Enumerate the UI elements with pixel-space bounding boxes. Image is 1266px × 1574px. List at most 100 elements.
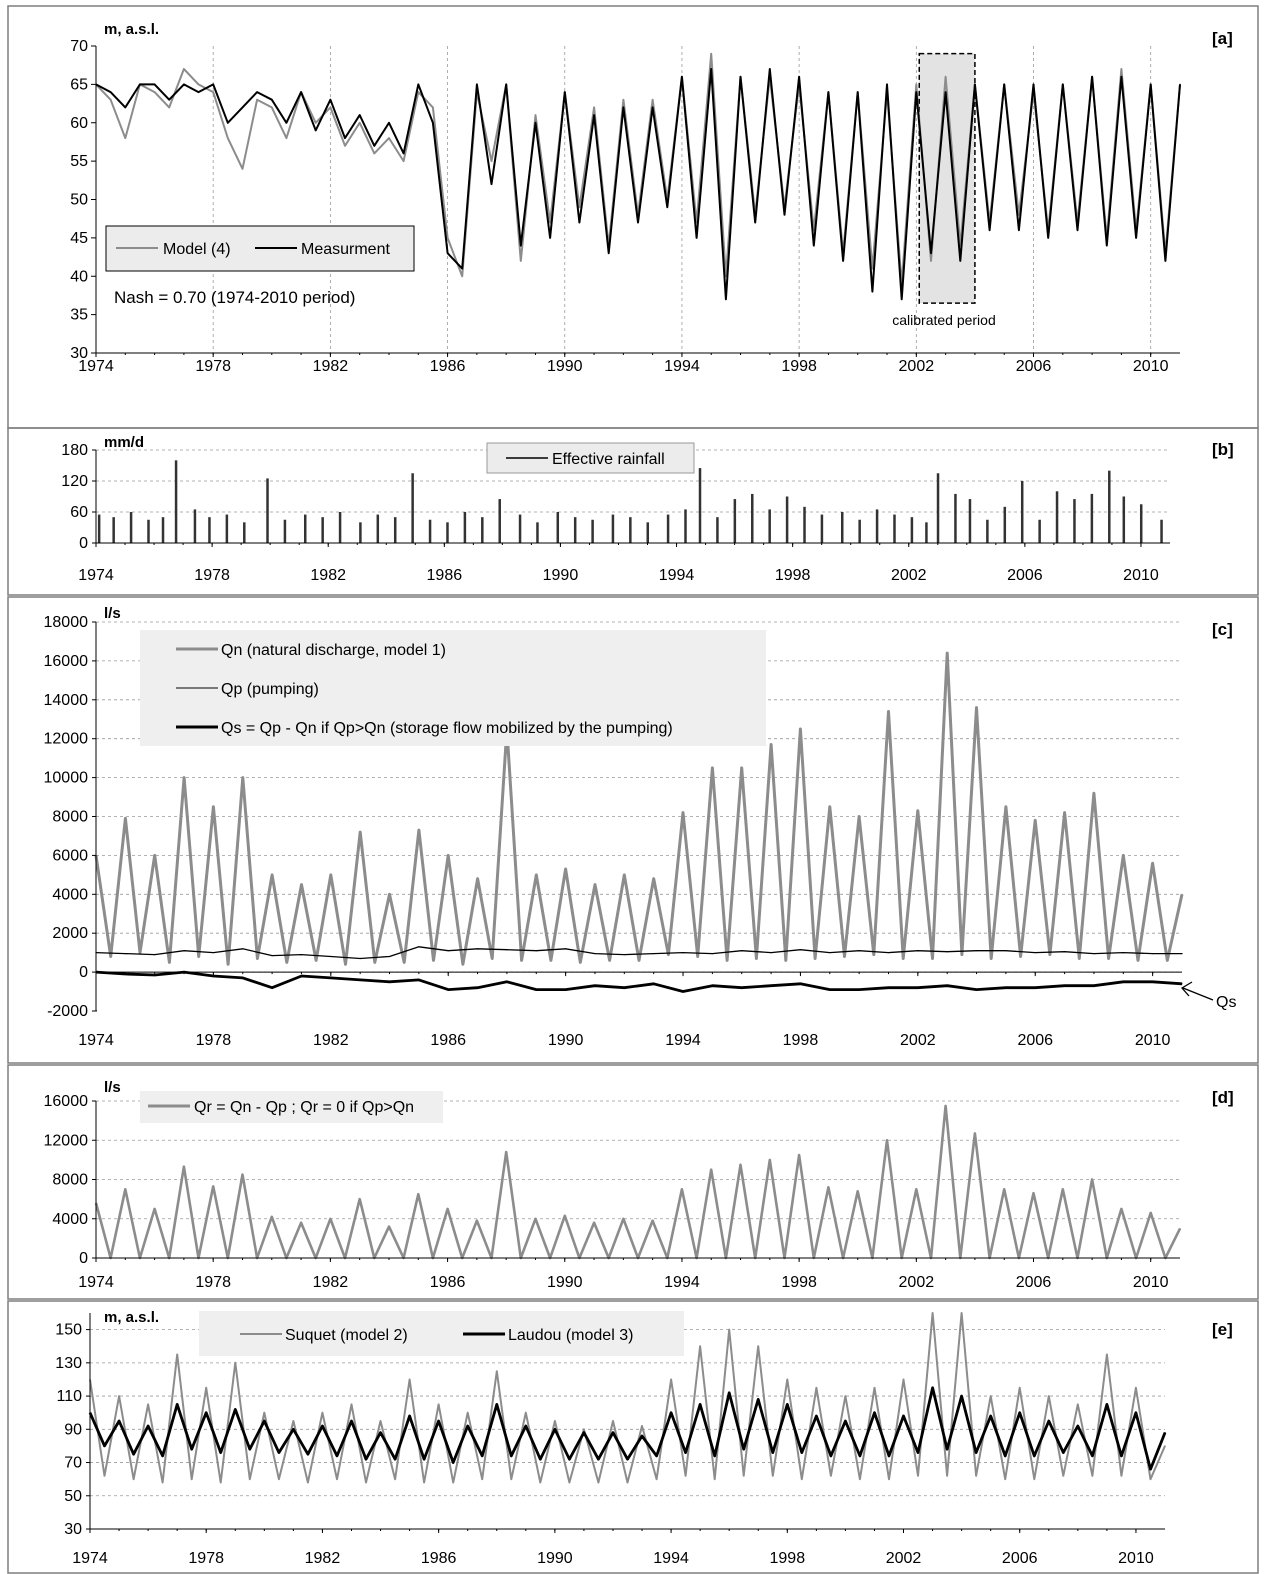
- data-point: [827, 91, 830, 93]
- data-point: [477, 948, 479, 950]
- data-point: [597, 1458, 600, 1460]
- x-tick-label: 2010: [1118, 1550, 1154, 1567]
- x-tick-label: 1974: [78, 1274, 114, 1291]
- data-point: [227, 122, 229, 124]
- data-point: [256, 99, 258, 101]
- bar-mark: [968, 499, 972, 543]
- y-tick-label: 60: [70, 504, 88, 521]
- data-point: [359, 114, 361, 116]
- data-point: [1108, 957, 1110, 960]
- data-point: [212, 806, 214, 808]
- bar-mark: [193, 509, 197, 543]
- data-point: [212, 1185, 214, 1187]
- data-point: [510, 1478, 512, 1480]
- data-point: [714, 1478, 716, 1480]
- x-tick-label: 1998: [775, 567, 811, 584]
- data-point: [682, 990, 684, 993]
- series-line-1: [94, 1104, 1182, 1260]
- data-point: [198, 955, 200, 958]
- data-point: [373, 152, 375, 154]
- data-point: [227, 963, 229, 965]
- data-point: [638, 959, 640, 962]
- data-point: [637, 221, 639, 224]
- data-point: [403, 961, 405, 964]
- x-tick-label: 1990: [548, 1032, 584, 1049]
- data-point: [344, 963, 347, 965]
- data-point: [593, 106, 595, 108]
- data-point: [974, 1132, 976, 1134]
- bar-mark: [840, 512, 844, 543]
- data-point: [271, 874, 273, 876]
- data-point: [300, 884, 303, 886]
- y-tick-label: 110: [56, 1388, 82, 1405]
- data-point: [124, 137, 126, 139]
- data-point: [714, 1455, 716, 1457]
- data-point: [711, 767, 714, 769]
- bar-mark: [684, 509, 687, 543]
- data-point: [1064, 812, 1066, 814]
- data-point: [379, 1420, 382, 1422]
- data-point: [292, 1420, 294, 1422]
- data-point: [350, 1403, 353, 1405]
- y-tick-label: 90: [64, 1421, 82, 1438]
- data-point: [147, 1403, 149, 1405]
- panel-a: 30 35 40 45 50 55 60 65 70 1974 1978 1982 1986 1990 19…: [7, 5, 1259, 429]
- data-point: [549, 221, 551, 224]
- data-point: [770, 743, 772, 746]
- data-point: [388, 981, 391, 983]
- data-point: [741, 987, 743, 989]
- data-point: [1019, 1412, 1021, 1414]
- data-point: [315, 129, 317, 131]
- data-point: [162, 1455, 164, 1457]
- x-tick-label: 1986: [427, 567, 463, 584]
- calibrated-period-label: calibrated period: [892, 312, 996, 328]
- data-point: [858, 950, 860, 952]
- x-tick-label: 2002: [891, 567, 927, 584]
- data-point: [329, 1218, 331, 1220]
- data-point: [830, 1455, 832, 1457]
- data-point: [271, 955, 273, 957]
- bar-mark: [97, 514, 101, 543]
- data-point: [525, 1425, 527, 1427]
- data-point: [1091, 76, 1093, 78]
- data-point: [623, 987, 625, 989]
- x-tick-label: 2006: [1017, 1032, 1053, 1049]
- data-point: [842, 260, 844, 262]
- x-tick-label: 2006: [1002, 1550, 1038, 1567]
- axis-unit: m, a.s.l.: [104, 21, 159, 38]
- y-tick-label: 35: [70, 307, 88, 324]
- data-point: [623, 954, 625, 956]
- data-point: [1093, 953, 1095, 955]
- bar-mark: [536, 522, 539, 543]
- data-point: [886, 1139, 888, 1141]
- data-point: [418, 979, 420, 981]
- y-tick-label: 55: [70, 153, 88, 170]
- data-point: [1033, 1455, 1035, 1457]
- data-point: [989, 229, 991, 231]
- data-point: [154, 83, 156, 85]
- data-point: [388, 122, 390, 124]
- data-point: [873, 1412, 876, 1414]
- data-point: [147, 1425, 149, 1427]
- data-point: [743, 1448, 745, 1450]
- data-point: [1164, 1445, 1166, 1447]
- data-point: [1032, 83, 1035, 85]
- data-point: [234, 1408, 236, 1410]
- data-point: [491, 957, 493, 960]
- panel-c: -2000 0 2000 4000 6000 8000 10000 12000 14000 160…: [7, 596, 1259, 1064]
- data-point: [394, 1478, 396, 1480]
- y-tick-label: 8000: [52, 1172, 88, 1189]
- y-tick-label: 18000: [44, 614, 89, 631]
- series-line-3: [95, 970, 1183, 993]
- data-point: [741, 950, 743, 952]
- data-point: [205, 1387, 207, 1389]
- data-point: [417, 83, 419, 85]
- data-point: [583, 1432, 585, 1434]
- data-point: [403, 160, 405, 162]
- bar-mark: [910, 517, 914, 543]
- x-tick-label: 1990: [543, 567, 579, 584]
- data-point: [476, 1220, 478, 1222]
- data-point: [564, 91, 566, 93]
- data-point: [917, 987, 919, 989]
- data-point: [961, 954, 963, 956]
